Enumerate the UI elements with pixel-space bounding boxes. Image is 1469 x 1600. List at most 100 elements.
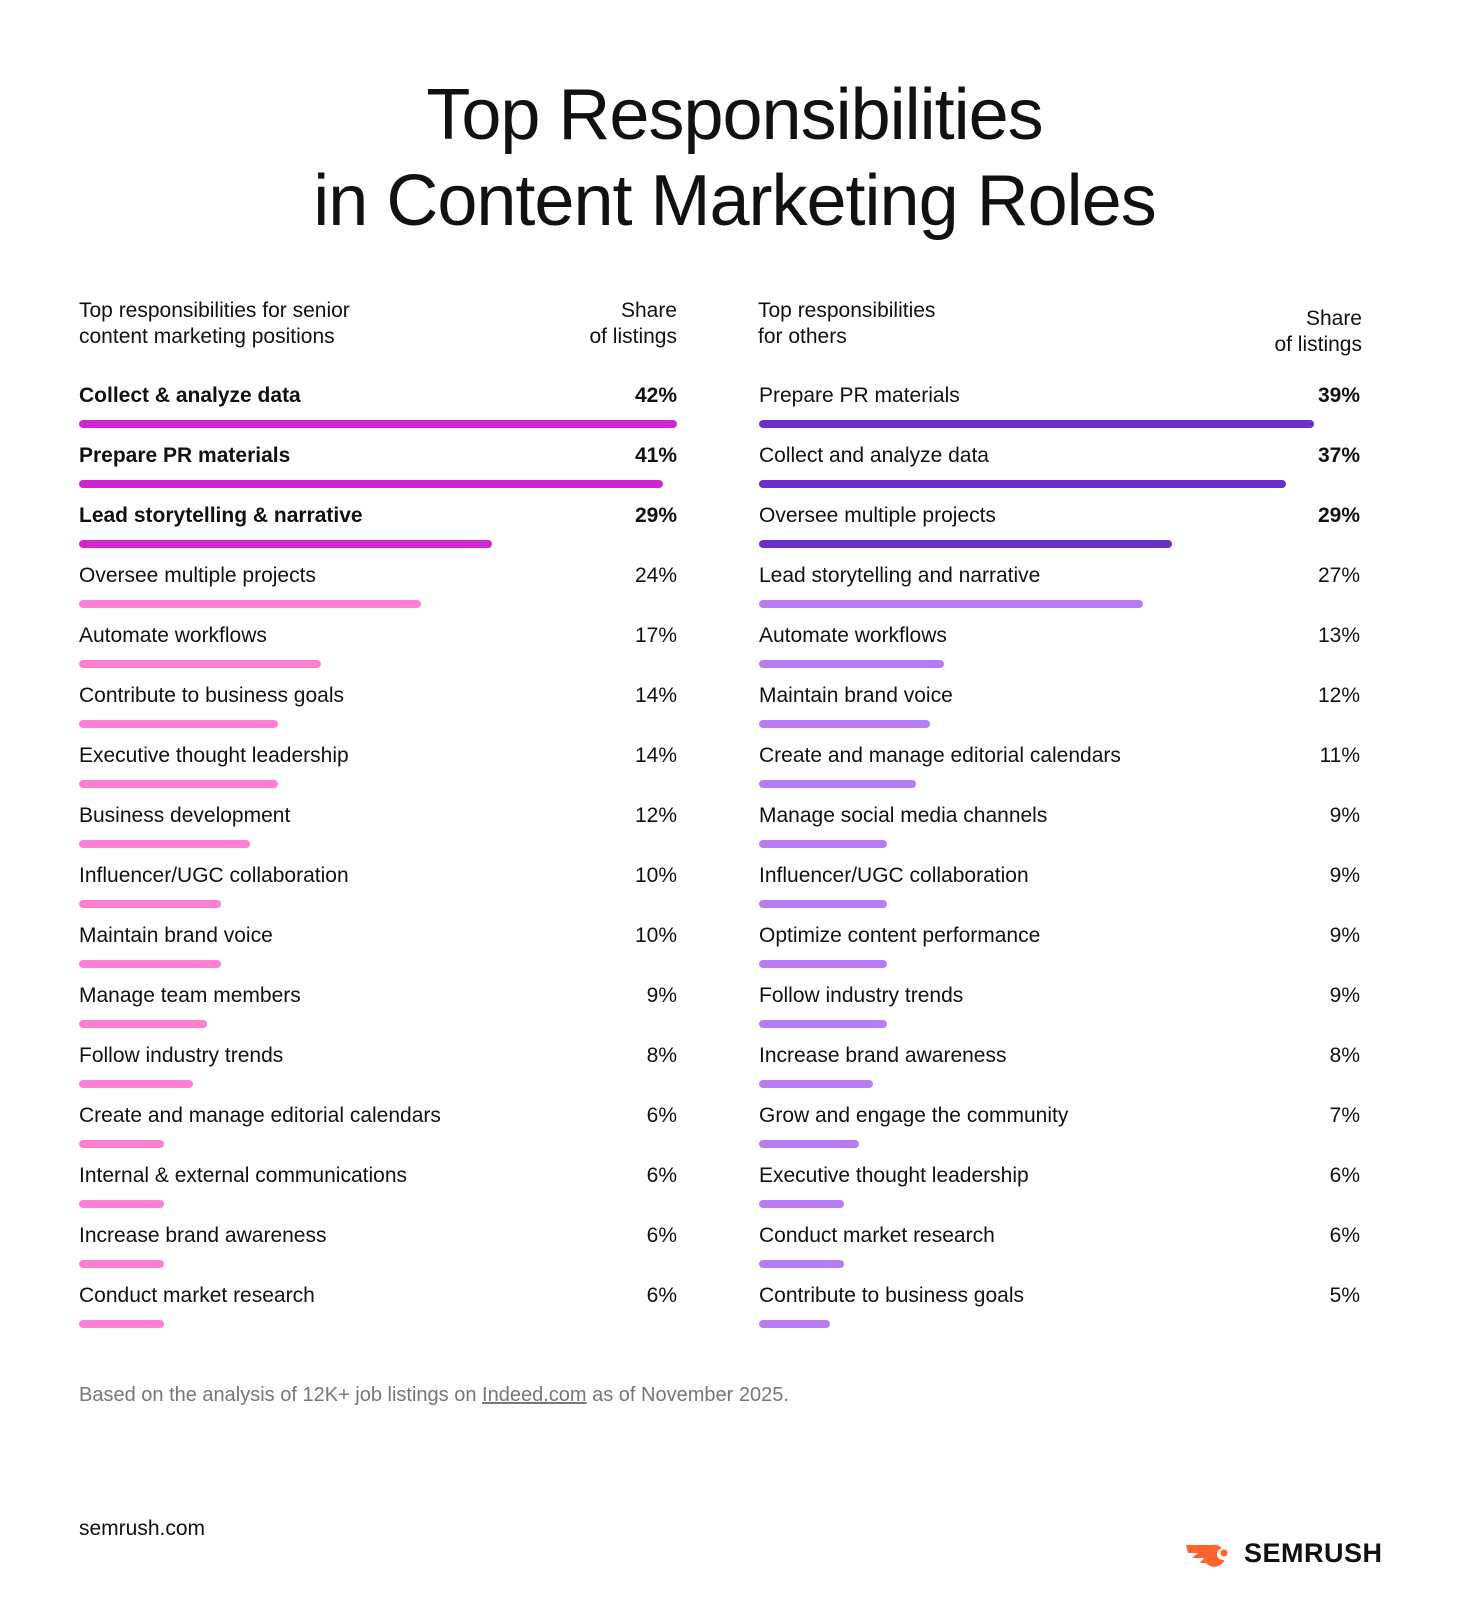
bar-value-label: 8% — [646, 1044, 677, 1067]
bar — [79, 1200, 165, 1208]
bar — [79, 960, 222, 968]
bar-value-label: 29% — [634, 504, 677, 527]
bar-value-label: 9% — [1329, 804, 1360, 827]
bar-value-label: 12% — [634, 804, 677, 827]
bar-category-label: Internal & external communications — [79, 1164, 407, 1187]
bar-category-label: Collect and analyze data — [759, 444, 989, 467]
site-url: semrush.com — [79, 1517, 206, 1540]
bar-category-label: Lead storytelling and narrative — [759, 564, 1041, 587]
bar-value-label: 12% — [1317, 684, 1360, 707]
bar — [759, 720, 930, 728]
bar — [759, 1080, 873, 1088]
bar — [759, 1020, 888, 1028]
bar — [79, 1260, 165, 1268]
bar — [759, 1200, 845, 1208]
bar-category-label: Create and manage editorial calendars — [759, 744, 1121, 767]
bar-category-label: Optimize content performance — [759, 924, 1041, 947]
bar-category-label: Increase brand awareness — [79, 1224, 327, 1247]
bar — [79, 1080, 193, 1088]
bar-category-label: Oversee multiple projects — [759, 504, 996, 527]
bar-value-label: 7% — [1329, 1104, 1360, 1127]
bar-value-label: 6% — [646, 1224, 677, 1247]
bar-value-label: 9% — [646, 984, 677, 1007]
bar — [759, 540, 1172, 548]
title-line-2: in Content Marketing Roles — [313, 161, 1156, 241]
bar-value-label: 9% — [1329, 864, 1360, 887]
bar-category-label: Automate workflows — [759, 624, 947, 647]
semrush-logo: SEMRUSH — [1186, 1538, 1383, 1569]
bar — [759, 840, 888, 848]
bar-value-label: 42% — [634, 384, 677, 407]
footnote-text: Based on the analysis of 12K+ job listin… — [79, 1384, 483, 1406]
bar-category-label: Oversee multiple projects — [79, 564, 316, 587]
left-header-line-2: content marketing positions — [79, 325, 335, 348]
bar — [759, 660, 945, 668]
bar — [759, 1260, 845, 1268]
bar — [79, 1320, 165, 1328]
bar-category-label: Influencer/UGC collaboration — [79, 864, 349, 887]
semrush-comet-icon — [1186, 1544, 1229, 1567]
bar — [759, 480, 1286, 488]
bar-category-label: Maintain brand voice — [79, 924, 273, 947]
bar — [79, 420, 678, 428]
footnote-text-end: as of November 2025. — [586, 1384, 789, 1406]
bar-value-label: 6% — [1329, 1164, 1360, 1187]
bar-category-label: Grow and engage the community — [759, 1104, 1069, 1127]
right-header-line-2: for others — [758, 325, 847, 348]
bar — [79, 780, 279, 788]
bar-category-label: Collect & analyze data — [79, 384, 301, 407]
bar — [79, 540, 492, 548]
bar — [759, 900, 888, 908]
share-header-line-2: of listings — [589, 325, 677, 348]
share-header-line-2: of listings — [1274, 333, 1362, 356]
bar — [79, 480, 663, 488]
bar-value-label: 14% — [634, 744, 677, 767]
bar-value-label: 24% — [634, 564, 677, 587]
footnote: Based on the analysis of 12K+ job listin… — [79, 1384, 789, 1407]
bar — [79, 1020, 208, 1028]
bar-category-label: Follow industry trends — [79, 1044, 284, 1067]
bar-value-label: 41% — [634, 444, 677, 467]
bar-value-label: 11% — [1319, 744, 1360, 767]
bar — [759, 960, 888, 968]
title-line-1: Top Responsibilities — [426, 75, 1043, 155]
bar-category-label: Increase brand awareness — [759, 1044, 1007, 1067]
bar — [759, 1140, 859, 1148]
bar — [79, 900, 222, 908]
bar-category-label: Prepare PR materials — [79, 444, 291, 467]
share-header-line-1: Share — [620, 299, 677, 322]
left-header-line-1: Top responsibilities for senior — [79, 299, 350, 322]
bar-value-label: 29% — [1317, 504, 1360, 527]
bar-value-label: 5% — [1329, 1284, 1360, 1307]
bar-category-label: Executive thought leadership — [759, 1164, 1029, 1187]
right-header-line-1: Top responsibilities — [758, 299, 936, 322]
bar-value-label: 10% — [634, 864, 677, 887]
bar — [759, 1320, 831, 1328]
bar-value-label: 9% — [1329, 924, 1360, 947]
indeed-link[interactable]: Indeed.com — [482, 1384, 587, 1406]
bar-value-label: 6% — [1329, 1224, 1360, 1247]
bar-value-label: 27% — [1317, 564, 1360, 587]
bar-value-label: 14% — [634, 684, 677, 707]
bar-category-label: Follow industry trends — [759, 984, 964, 1007]
bar-category-label: Manage social media channels — [759, 804, 1048, 827]
right-share-header: Share of listings — [1162, 306, 1362, 358]
bar — [79, 840, 250, 848]
bar-category-label: Prepare PR materials — [759, 384, 960, 407]
bar-value-label: 13% — [1317, 624, 1360, 647]
bar-value-label: 6% — [646, 1104, 677, 1127]
bar-category-label: Contribute to business goals — [79, 684, 344, 707]
bar-category-label: Conduct market research — [759, 1224, 995, 1247]
bar-category-label: Manage team members — [79, 984, 301, 1007]
bar-category-label: Automate workflows — [79, 624, 267, 647]
bar-value-label: 6% — [646, 1284, 677, 1307]
bar-category-label: Create and manage editorial calendars — [79, 1104, 441, 1127]
bar-value-label: 39% — [1317, 384, 1360, 407]
bar-category-label: Executive thought leadership — [79, 744, 349, 767]
bar — [759, 600, 1144, 608]
bar — [79, 1140, 165, 1148]
page-title: Top Responsibilities in Content Marketin… — [0, 72, 1469, 244]
bar-category-label: Conduct market research — [79, 1284, 315, 1307]
bar — [79, 600, 421, 608]
